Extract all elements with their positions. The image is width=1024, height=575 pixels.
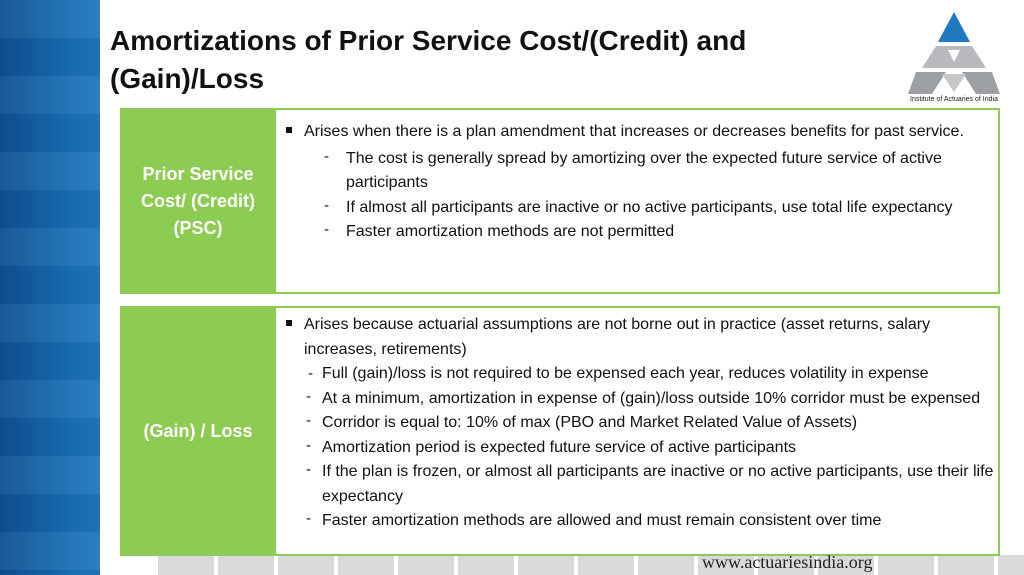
psc-section: Prior Service Cost/ (Credit) (PSC) Arise… — [120, 108, 1000, 294]
list-item: - Corridor is equal to: 10% of max (PBO … — [306, 411, 1004, 436]
list-item: - Faster amortization methods are not pe… — [324, 220, 1004, 245]
list-item: - Amortization period is expected future… — [306, 436, 1004, 461]
psc-text-panel: Arises when there is a plan amendment th… — [276, 108, 1000, 294]
bottom-tile-strip — [158, 555, 1024, 575]
dash-bullet-icon: - — [306, 412, 311, 429]
dash-bullet-icon: - — [306, 510, 311, 527]
list-item: - Faster amortization methods are allowe… — [306, 509, 1004, 534]
footer-url[interactable]: www.actuariesindia.org — [702, 552, 873, 572]
logo-caption: Institute of Actuaries of India — [910, 96, 998, 103]
psc-bullet: Arises when there is a plan amendment th… — [304, 123, 964, 140]
dash-bullet-icon: - — [324, 147, 329, 165]
gainloss-text-panel: Arises because actuarial assumptions are… — [276, 306, 1000, 556]
psc-label: Prior Service Cost/ (Credit) (PSC) — [120, 108, 276, 294]
gainloss-bullet: Arises because actuarial assumptions are… — [304, 316, 931, 358]
dash-bullet-icon: - — [324, 196, 329, 214]
gainloss-label: (Gain) / Loss — [120, 306, 276, 556]
dash-bullet-icon: - — [308, 365, 313, 382]
dash-bullet-icon: - — [306, 461, 311, 478]
bullet-square-icon — [286, 320, 292, 326]
gainloss-section: (Gain) / Loss Arises because actuarial a… — [120, 306, 1000, 556]
iai-logo: Institute of Actuaries of India — [902, 10, 1006, 110]
dash-bullet-icon: - — [306, 436, 311, 454]
list-item: - Full (gain)/loss is not required to be… — [308, 362, 1004, 387]
dash-bullet-icon: - — [324, 221, 329, 238]
list-item: - At a minimum, amortization in expense … — [306, 387, 1004, 412]
gainloss-content: Arises because actuarial assumptions are… — [286, 313, 1004, 534]
slide-title: Amortizations of Prior Service Cost/(Cre… — [110, 25, 747, 94]
list-item: - The cost is generally spread by amorti… — [324, 147, 1004, 196]
triangle-logo-icon — [908, 12, 1000, 94]
list-item: - If almost all participants are inactiv… — [324, 196, 1004, 221]
psc-content: Arises when there is a plan amendment th… — [286, 120, 1004, 245]
list-item: - If the plan is frozen, or almost all p… — [306, 460, 1004, 509]
bullet-square-icon — [286, 127, 292, 133]
dash-bullet-icon: - — [306, 387, 311, 405]
